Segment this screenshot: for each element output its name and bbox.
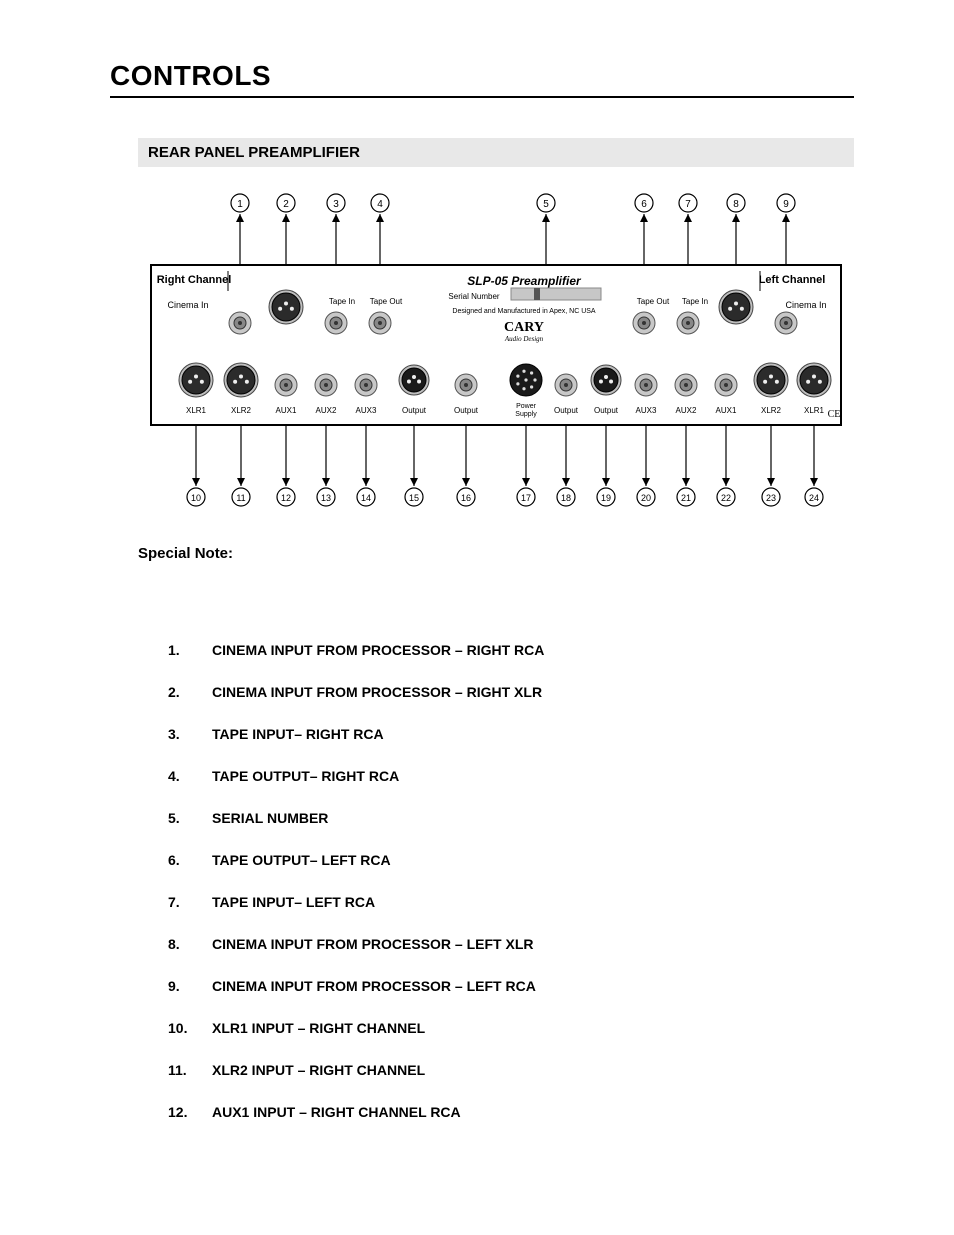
panel-label: Tape Out bbox=[637, 297, 670, 306]
legend-item: 5.SERIAL NUMBER bbox=[168, 810, 854, 826]
panel-label: Right Channel bbox=[157, 274, 232, 286]
legend-item: 4.TAPE OUTPUT– RIGHT RCA bbox=[168, 768, 854, 784]
svg-text:5: 5 bbox=[543, 199, 549, 210]
panel-label: Serial Number bbox=[448, 292, 499, 301]
panel-label: AUX2 bbox=[316, 406, 337, 415]
svg-text:9: 9 bbox=[783, 199, 789, 210]
panel-label: AUX1 bbox=[276, 406, 297, 415]
legend-number: 4. bbox=[168, 768, 212, 784]
svg-text:10: 10 bbox=[191, 493, 201, 503]
panel-label: Power bbox=[516, 403, 537, 410]
svg-text:6: 6 bbox=[641, 199, 647, 210]
svg-text:19: 19 bbox=[601, 493, 611, 503]
legend-number: 3. bbox=[168, 726, 212, 742]
legend-text: TAPE INPUT– RIGHT RCA bbox=[212, 726, 854, 742]
legend-number: 7. bbox=[168, 894, 212, 910]
panel-label: XLR2 bbox=[761, 406, 782, 415]
panel-label: Output bbox=[402, 406, 427, 415]
svg-text:15: 15 bbox=[409, 493, 419, 503]
legend-text: CINEMA INPUT FROM PROCESSOR – RIGHT RCA bbox=[212, 642, 854, 658]
rear-panel-diagram: Right Channel Cinema In Tape In Tape Out SLP… bbox=[146, 185, 846, 515]
panel-label: Cinema In bbox=[785, 300, 826, 310]
panel-label: Tape Out bbox=[370, 297, 403, 306]
legend-item: 7.TAPE INPUT– LEFT RCA bbox=[168, 894, 854, 910]
svg-text:1: 1 bbox=[237, 199, 243, 210]
panel-label: Left Channel bbox=[759, 274, 826, 286]
legend-item: 9.CINEMA INPUT FROM PROCESSOR – LEFT RCA bbox=[168, 978, 854, 994]
svg-text:14: 14 bbox=[361, 493, 371, 503]
panel-label: Supply bbox=[515, 411, 537, 418]
svg-text:21: 21 bbox=[681, 493, 691, 503]
svg-text:3: 3 bbox=[333, 199, 339, 210]
legend-item: 11.XLR2 INPUT – RIGHT CHANNEL bbox=[168, 1062, 854, 1078]
panel-label: Tape In bbox=[682, 297, 708, 306]
svg-text:13: 13 bbox=[321, 493, 331, 503]
svg-text:24: 24 bbox=[809, 493, 819, 503]
legend-item: 8.CINEMA INPUT FROM PROCESSOR – LEFT XLR bbox=[168, 936, 854, 952]
content-block: REAR PANEL PREAMPLIFIER Right Channel Cin… bbox=[138, 138, 854, 1120]
panel-label: AUX2 bbox=[676, 406, 697, 415]
legend-number: 10. bbox=[168, 1020, 212, 1036]
panel-label: XLR2 bbox=[231, 406, 252, 415]
panel-label: Audio Design bbox=[504, 335, 544, 343]
page-title: CONTROLS bbox=[110, 60, 854, 98]
legend-text: CINEMA INPUT FROM PROCESSOR – LEFT XLR bbox=[212, 936, 854, 952]
svg-text:22: 22 bbox=[721, 493, 731, 503]
page: CONTROLS REAR PANEL PREAMPLIFIER Right C… bbox=[0, 0, 954, 1206]
panel-label: Output bbox=[554, 406, 579, 415]
panel-label: AUX1 bbox=[716, 406, 737, 415]
panel-label: CARY bbox=[504, 320, 544, 335]
legend-text: CINEMA INPUT FROM PROCESSOR – LEFT RCA bbox=[212, 978, 854, 994]
legend-list: 1.CINEMA INPUT FROM PROCESSOR – RIGHT RC… bbox=[168, 642, 854, 1120]
panel-label: CE bbox=[828, 409, 841, 420]
svg-text:4: 4 bbox=[377, 199, 383, 210]
svg-text:8: 8 bbox=[733, 199, 739, 210]
svg-text:2: 2 bbox=[283, 199, 289, 210]
svg-text:20: 20 bbox=[641, 493, 651, 503]
special-note-label: Special Note: bbox=[138, 545, 854, 562]
legend-number: 12. bbox=[168, 1104, 212, 1120]
legend-text: TAPE OUTPUT– LEFT RCA bbox=[212, 852, 854, 868]
legend-text: CINEMA INPUT FROM PROCESSOR – RIGHT XLR bbox=[212, 684, 854, 700]
legend-item: 3.TAPE INPUT– RIGHT RCA bbox=[168, 726, 854, 742]
svg-text:12: 12 bbox=[281, 493, 291, 503]
panel-label: Output bbox=[594, 406, 619, 415]
legend-text: XLR2 INPUT – RIGHT CHANNEL bbox=[212, 1062, 854, 1078]
legend-text: SERIAL NUMBER bbox=[212, 810, 854, 826]
svg-text:16: 16 bbox=[461, 493, 471, 503]
legend-text: TAPE OUTPUT– RIGHT RCA bbox=[212, 768, 854, 784]
legend-item: 1.CINEMA INPUT FROM PROCESSOR – RIGHT RC… bbox=[168, 642, 854, 658]
diagram-svg: Right Channel Cinema In Tape In Tape Out SLP… bbox=[146, 185, 846, 515]
panel-label: Output bbox=[454, 406, 479, 415]
panel-label: SLP-05 Preamplifier bbox=[467, 274, 582, 288]
svg-text:7: 7 bbox=[685, 199, 691, 210]
legend-number: 8. bbox=[168, 936, 212, 952]
legend-item: 2.CINEMA INPUT FROM PROCESSOR – RIGHT XL… bbox=[168, 684, 854, 700]
panel-label: XLR1 bbox=[804, 406, 825, 415]
legend-number: 2. bbox=[168, 684, 212, 700]
svg-text:11: 11 bbox=[236, 493, 245, 503]
legend-number: 11. bbox=[168, 1062, 212, 1078]
legend-number: 5. bbox=[168, 810, 212, 826]
svg-text:23: 23 bbox=[766, 493, 776, 503]
panel-label: Designed and Manufactured in Apex, NC US… bbox=[452, 308, 596, 315]
legend-number: 6. bbox=[168, 852, 212, 868]
legend-number: 1. bbox=[168, 642, 212, 658]
legend-text: XLR1 INPUT – RIGHT CHANNEL bbox=[212, 1020, 854, 1036]
legend-item: 12.AUX1 INPUT – RIGHT CHANNEL RCA bbox=[168, 1104, 854, 1120]
panel-label: XLR1 bbox=[186, 406, 207, 415]
legend-text: AUX1 INPUT – RIGHT CHANNEL RCA bbox=[212, 1104, 854, 1120]
legend-text: TAPE INPUT– LEFT RCA bbox=[212, 894, 854, 910]
legend-item: 10.XLR1 INPUT – RIGHT CHANNEL bbox=[168, 1020, 854, 1036]
section-header: REAR PANEL PREAMPLIFIER bbox=[138, 138, 854, 167]
panel-label: Tape In bbox=[329, 297, 355, 306]
svg-text:18: 18 bbox=[561, 493, 571, 503]
svg-text:17: 17 bbox=[521, 493, 531, 503]
panel-label: AUX3 bbox=[356, 406, 377, 415]
panel-label: AUX3 bbox=[636, 406, 657, 415]
legend-number: 9. bbox=[168, 978, 212, 994]
legend-item: 6.TAPE OUTPUT– LEFT RCA bbox=[168, 852, 854, 868]
panel-label: Cinema In bbox=[167, 300, 208, 310]
